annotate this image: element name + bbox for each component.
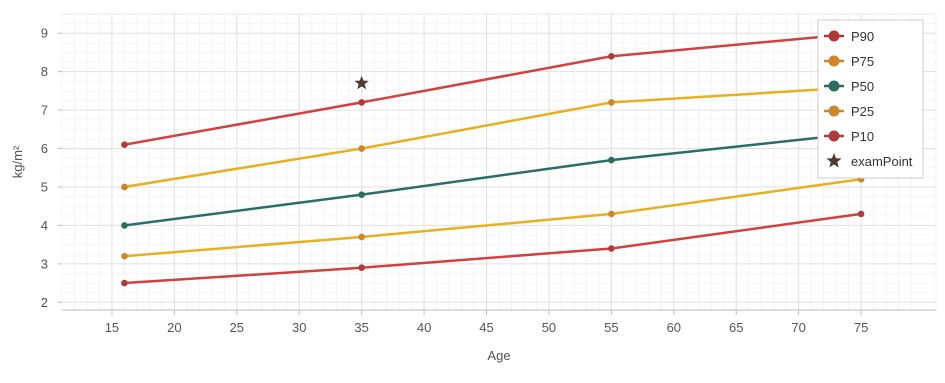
y-tick-label: 7 [41, 103, 48, 118]
y-tick-label: 6 [41, 141, 48, 156]
data-point-p90[interactable] [358, 99, 365, 106]
x-tick-label: 75 [854, 320, 868, 335]
legend-item-exampoint[interactable]: examPoint [826, 153, 913, 169]
legend[interactable]: P90 P75 P50 P25 P10 examPoint [817, 19, 924, 179]
x-tick-label: 40 [417, 320, 431, 335]
legend-label: P75 [851, 54, 874, 69]
y-tick-label: 8 [41, 64, 48, 79]
data-point-p90[interactable] [121, 141, 128, 149]
y-tick-label: 3 [41, 256, 48, 271]
y-tick-label: 2 [41, 295, 48, 310]
data-point-p10[interactable] [608, 245, 615, 252]
legend-star-icon [826, 153, 842, 168]
data-point-p75[interactable] [121, 183, 128, 191]
x-tick-label: 15 [105, 320, 119, 335]
y-tick-label: 5 [41, 179, 48, 194]
data-point-p75[interactable] [608, 99, 615, 106]
legend-item-p50[interactable]: P50 [824, 79, 874, 94]
legend-item-p10[interactable]: P10 [824, 129, 874, 144]
series-layer [121, 29, 865, 287]
series-line-p25 [124, 178, 862, 258]
x-tick-label: 65 [729, 320, 743, 335]
legend-label: examPoint [851, 154, 913, 169]
x-tick-label: 35 [354, 320, 368, 335]
legend-marker-swatch [828, 80, 840, 92]
x-axis-label: Age [487, 348, 510, 363]
x-tick-label: 25 [230, 320, 244, 335]
data-point-p90[interactable] [608, 52, 615, 60]
data-point-p50[interactable] [608, 156, 615, 164]
legend-label: P10 [851, 129, 874, 144]
x-tick-label: 30 [292, 320, 306, 335]
legend-label: P50 [851, 79, 874, 94]
legend-marker-swatch [828, 55, 840, 67]
x-tick-label: 45 [479, 320, 493, 335]
legend-marker-swatch [828, 30, 840, 42]
x-tick-label: 20 [167, 320, 181, 335]
series-line-p75 [124, 85, 862, 189]
data-point-p25[interactable] [358, 233, 365, 241]
legend-label: P90 [851, 29, 874, 44]
legend-item-p90[interactable]: P90 [824, 29, 874, 44]
series-line-p50 [124, 131, 862, 227]
series-p10 [121, 210, 865, 287]
x-tick-label: 70 [791, 320, 805, 335]
legend-box [817, 19, 924, 179]
series-line-p90 [124, 31, 862, 146]
legend-marker-swatch [828, 105, 840, 117]
x-tick-label: 55 [604, 320, 618, 335]
exam-point-marker[interactable] [354, 75, 369, 90]
series-line-p10 [124, 212, 862, 285]
legend-item-p25[interactable]: P25 [824, 104, 874, 119]
data-point-p10[interactable] [358, 264, 365, 272]
legend-marker-swatch [828, 130, 840, 142]
legend-item-p75[interactable]: P75 [824, 54, 874, 69]
data-point-p10[interactable] [121, 279, 128, 287]
x-tick-label: 60 [667, 320, 681, 335]
data-point-p50[interactable] [358, 191, 365, 198]
series-exampoint [354, 75, 369, 90]
y-axis-label: kg/m² [10, 145, 25, 178]
x-tick-label: 50 [542, 320, 556, 335]
data-point-p25[interactable] [608, 210, 615, 218]
y-tick-label: 9 [41, 26, 48, 41]
y-tick-label: 4 [41, 218, 48, 233]
data-point-p10[interactable] [857, 210, 865, 218]
data-point-p50[interactable] [121, 222, 128, 229]
data-point-p25[interactable] [121, 252, 128, 260]
data-point-p75[interactable] [358, 145, 365, 152]
legend-label: P25 [851, 104, 874, 119]
